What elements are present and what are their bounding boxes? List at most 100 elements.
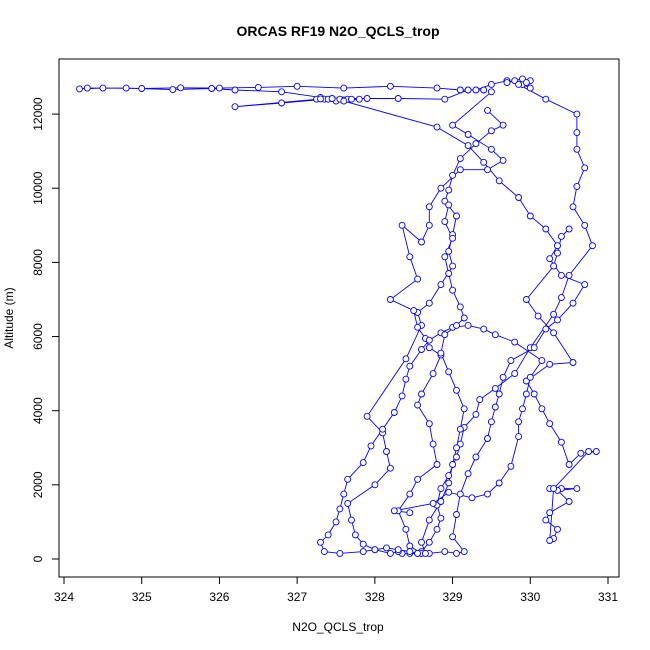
data-point [437,498,445,505]
data-point [569,203,577,211]
data-point [340,97,348,105]
data-point [456,490,464,498]
data-point [515,194,523,201]
data-point [526,212,534,220]
data-point [425,420,433,428]
data-point [332,518,340,526]
data-point [499,156,507,164]
data-point [441,548,449,556]
data-point [293,82,301,90]
data-point [340,490,348,498]
data-point [464,470,472,478]
data-point [386,464,394,472]
chart-title: ORCAS RF19 N2O_QCLS_trop [236,23,439,39]
data-point [573,110,581,118]
data-point [542,516,550,524]
data-point [557,294,565,302]
data-point [472,410,480,418]
data-point [414,275,422,283]
y-tick-label: 10000 [31,171,45,205]
y-axis-label: Altitude (m) [2,287,16,348]
data-point [546,420,554,428]
data-point [522,79,530,87]
data-point [456,155,464,163]
data-point [507,357,515,365]
data-point [464,142,472,150]
data-point [503,79,511,87]
x-tick-label: 330 [520,590,540,604]
y-tick-label: 0 [31,555,45,562]
data-point [554,249,561,257]
data-point [414,401,422,409]
data-point [573,485,581,493]
data-point [445,488,453,496]
data-point [138,85,146,92]
data-point [554,242,561,250]
data-point [453,212,460,220]
data-point [453,386,460,394]
data-point [460,405,468,413]
data-point [231,86,239,94]
data-point [414,475,422,483]
data-point [476,396,484,404]
data-point [573,182,581,190]
data-point [453,444,460,452]
data-point [522,390,530,398]
data-point [581,221,589,229]
x-tick-label: 326 [209,590,229,604]
data-point [453,321,460,329]
data-point [487,145,495,153]
y-tick-label: 2000 [31,471,45,498]
data-point [317,95,324,103]
data-point [487,127,495,135]
data-point [472,453,480,461]
data-point [464,321,472,329]
data-point [278,99,286,107]
data-point [573,129,581,137]
data-point [569,359,577,366]
data-point [445,201,453,209]
data-point [460,314,468,322]
data-point [410,307,418,315]
data-point [484,435,491,442]
data-point [437,514,445,522]
data-point [355,95,363,103]
data-point [581,164,589,172]
data-point [484,490,491,498]
data-point [418,238,425,246]
data-point [231,103,239,111]
data-point [402,375,410,383]
data-point [324,531,332,539]
data-point [433,84,441,92]
data-point [406,542,414,550]
data-point [99,84,107,92]
y-tick-label: 8000 [31,249,45,276]
data-point [320,548,328,556]
data-point [421,549,429,557]
data-point [550,310,558,318]
data-point [456,425,464,433]
data-point [344,499,352,507]
data-point [433,525,441,533]
y-tick-label: 4000 [31,397,45,424]
data-point [425,538,433,546]
data-point [546,360,554,368]
data-point [554,525,561,533]
data-point [278,88,286,96]
data-point [464,86,472,94]
data-point [577,449,585,457]
data-point [569,299,577,307]
data-point [511,338,519,346]
data-point [418,390,425,398]
data-point [557,271,565,279]
data-point [336,505,344,513]
data-point [429,440,437,448]
data-point [406,490,414,498]
data-point [472,86,480,94]
data-point [491,403,499,411]
data-point [348,516,355,524]
x-tick-label: 331 [598,590,618,604]
data-point [491,331,499,339]
data-point [581,281,589,289]
